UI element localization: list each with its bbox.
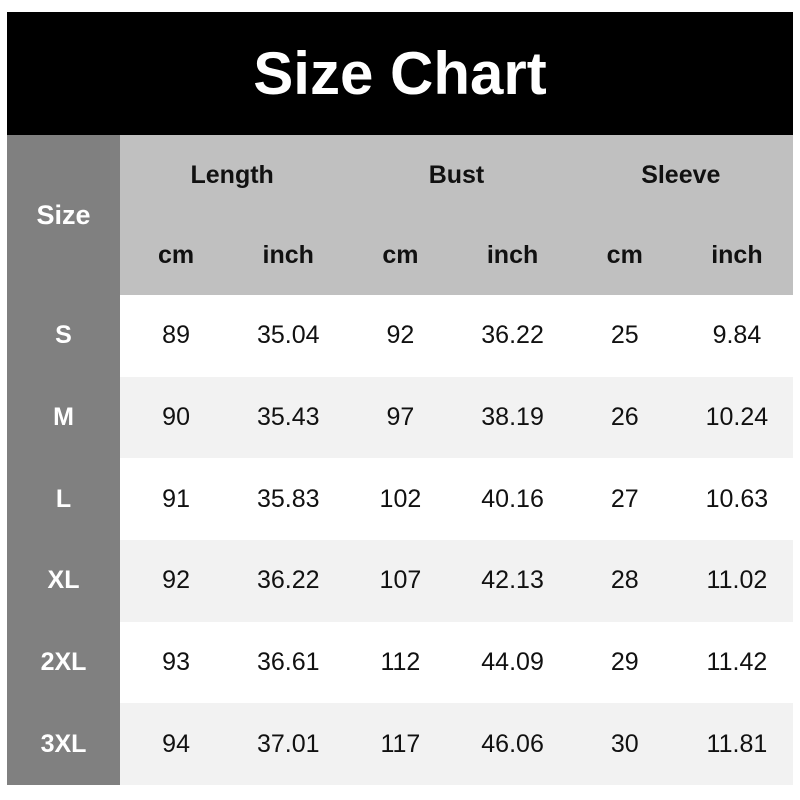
table-cell: 117 (344, 703, 457, 785)
unit-header: cm (568, 215, 681, 295)
unit-header: inch (680, 215, 793, 295)
table-cell: 38.19 (456, 376, 569, 459)
table-cell: 112 (344, 621, 457, 704)
table-cell: 36.61 (232, 621, 345, 704)
table-cell: 10.24 (680, 376, 793, 459)
table-cell: 42.13 (456, 539, 569, 622)
table-cell: 102 (344, 458, 457, 540)
table-cell: 11.81 (680, 703, 793, 785)
group-header-sleeve: Sleeve (568, 135, 793, 215)
size-label: 2XL (7, 621, 120, 704)
table-cell: 35.04 (232, 295, 345, 377)
table-cell: 44.09 (456, 621, 569, 704)
table-cell: 46.06 (456, 703, 569, 785)
table-cell: 92 (120, 539, 233, 622)
table-cell: 93 (120, 621, 233, 704)
group-header-bust: Bust (344, 135, 569, 215)
size-label: M (7, 376, 120, 459)
table-cell: 107 (344, 539, 457, 622)
table-cell: 9.84 (680, 295, 793, 377)
unit-header: inch (232, 215, 345, 295)
unit-header: cm (120, 215, 233, 295)
table-cell: 90 (120, 376, 233, 459)
size-label: XL (7, 539, 120, 622)
page-title: Size Chart (7, 12, 793, 135)
table-cell: 94 (120, 703, 233, 785)
unit-header: cm (344, 215, 457, 295)
table-cell: 35.43 (232, 376, 345, 459)
group-header-length: Length (120, 135, 345, 215)
table-cell: 27 (568, 458, 681, 540)
table-cell: 29 (568, 621, 681, 704)
size-label: S (7, 295, 120, 377)
size-chart-table: Size Length Bust Sleeve cm inch cm inch cm inch S 8… (7, 135, 793, 785)
table-cell: 37.01 (232, 703, 345, 785)
table-cell: 10.63 (680, 458, 793, 540)
size-label: L (7, 458, 120, 540)
table-cell: 36.22 (456, 295, 569, 377)
size-column-header: Size (7, 135, 120, 295)
table-cell: 25 (568, 295, 681, 377)
table-cell: 89 (120, 295, 233, 377)
table-cell: 97 (344, 376, 457, 459)
table-cell: 35.83 (232, 458, 345, 540)
table-cell: 26 (568, 376, 681, 459)
unit-header: inch (456, 215, 569, 295)
table-cell: 11.42 (680, 621, 793, 704)
table-cell: 28 (568, 539, 681, 622)
table-cell: 36.22 (232, 539, 345, 622)
size-label: 3XL (7, 703, 120, 785)
table-cell: 40.16 (456, 458, 569, 540)
table-cell: 30 (568, 703, 681, 785)
table-cell: 92 (344, 295, 457, 377)
table-cell: 91 (120, 458, 233, 540)
table-cell: 11.02 (680, 539, 793, 622)
